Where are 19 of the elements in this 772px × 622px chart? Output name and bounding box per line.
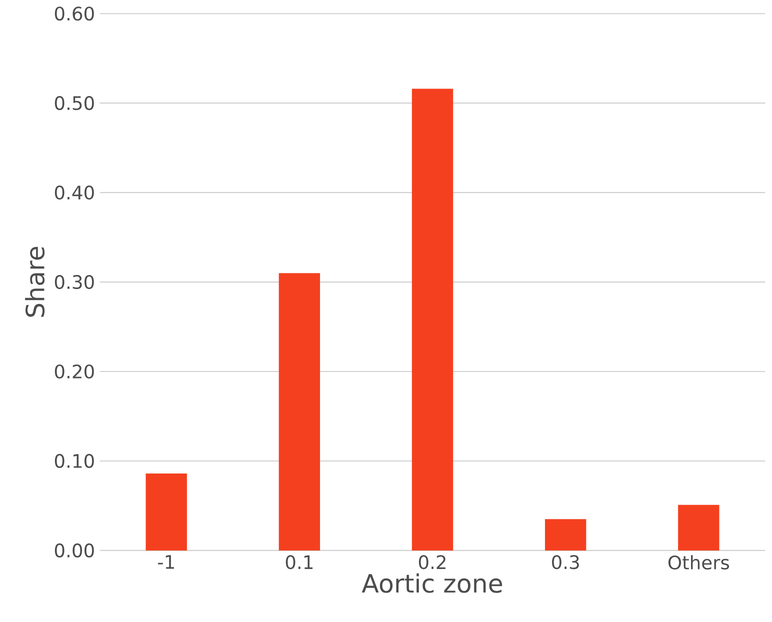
x-tick-label: 0.2	[418, 554, 446, 570]
x-axis-title: Aortic zone	[362, 573, 502, 593]
y-tick-label: 0.60	[54, 6, 94, 21]
y-tick-label: 0.00	[54, 543, 94, 558]
bar	[544, 518, 586, 550]
y-tick-label: 0.30	[54, 274, 94, 289]
y-axis-title: Share	[25, 246, 45, 317]
x-tick-label: 0.3	[552, 554, 579, 570]
bar	[678, 504, 720, 550]
bar	[146, 473, 187, 550]
x-tick-label: Others	[668, 555, 730, 570]
x-tick-label: -1	[158, 555, 174, 569]
bar	[412, 88, 454, 550]
y-tick-label: 0.20	[54, 364, 94, 378]
y-tick-label: 0.40	[54, 185, 94, 200]
bar	[278, 272, 320, 550]
y-tick-label: 0.50	[54, 96, 94, 110]
x-tick-label: 0.1	[286, 554, 313, 570]
y-tick-label: 0.10	[54, 454, 94, 468]
